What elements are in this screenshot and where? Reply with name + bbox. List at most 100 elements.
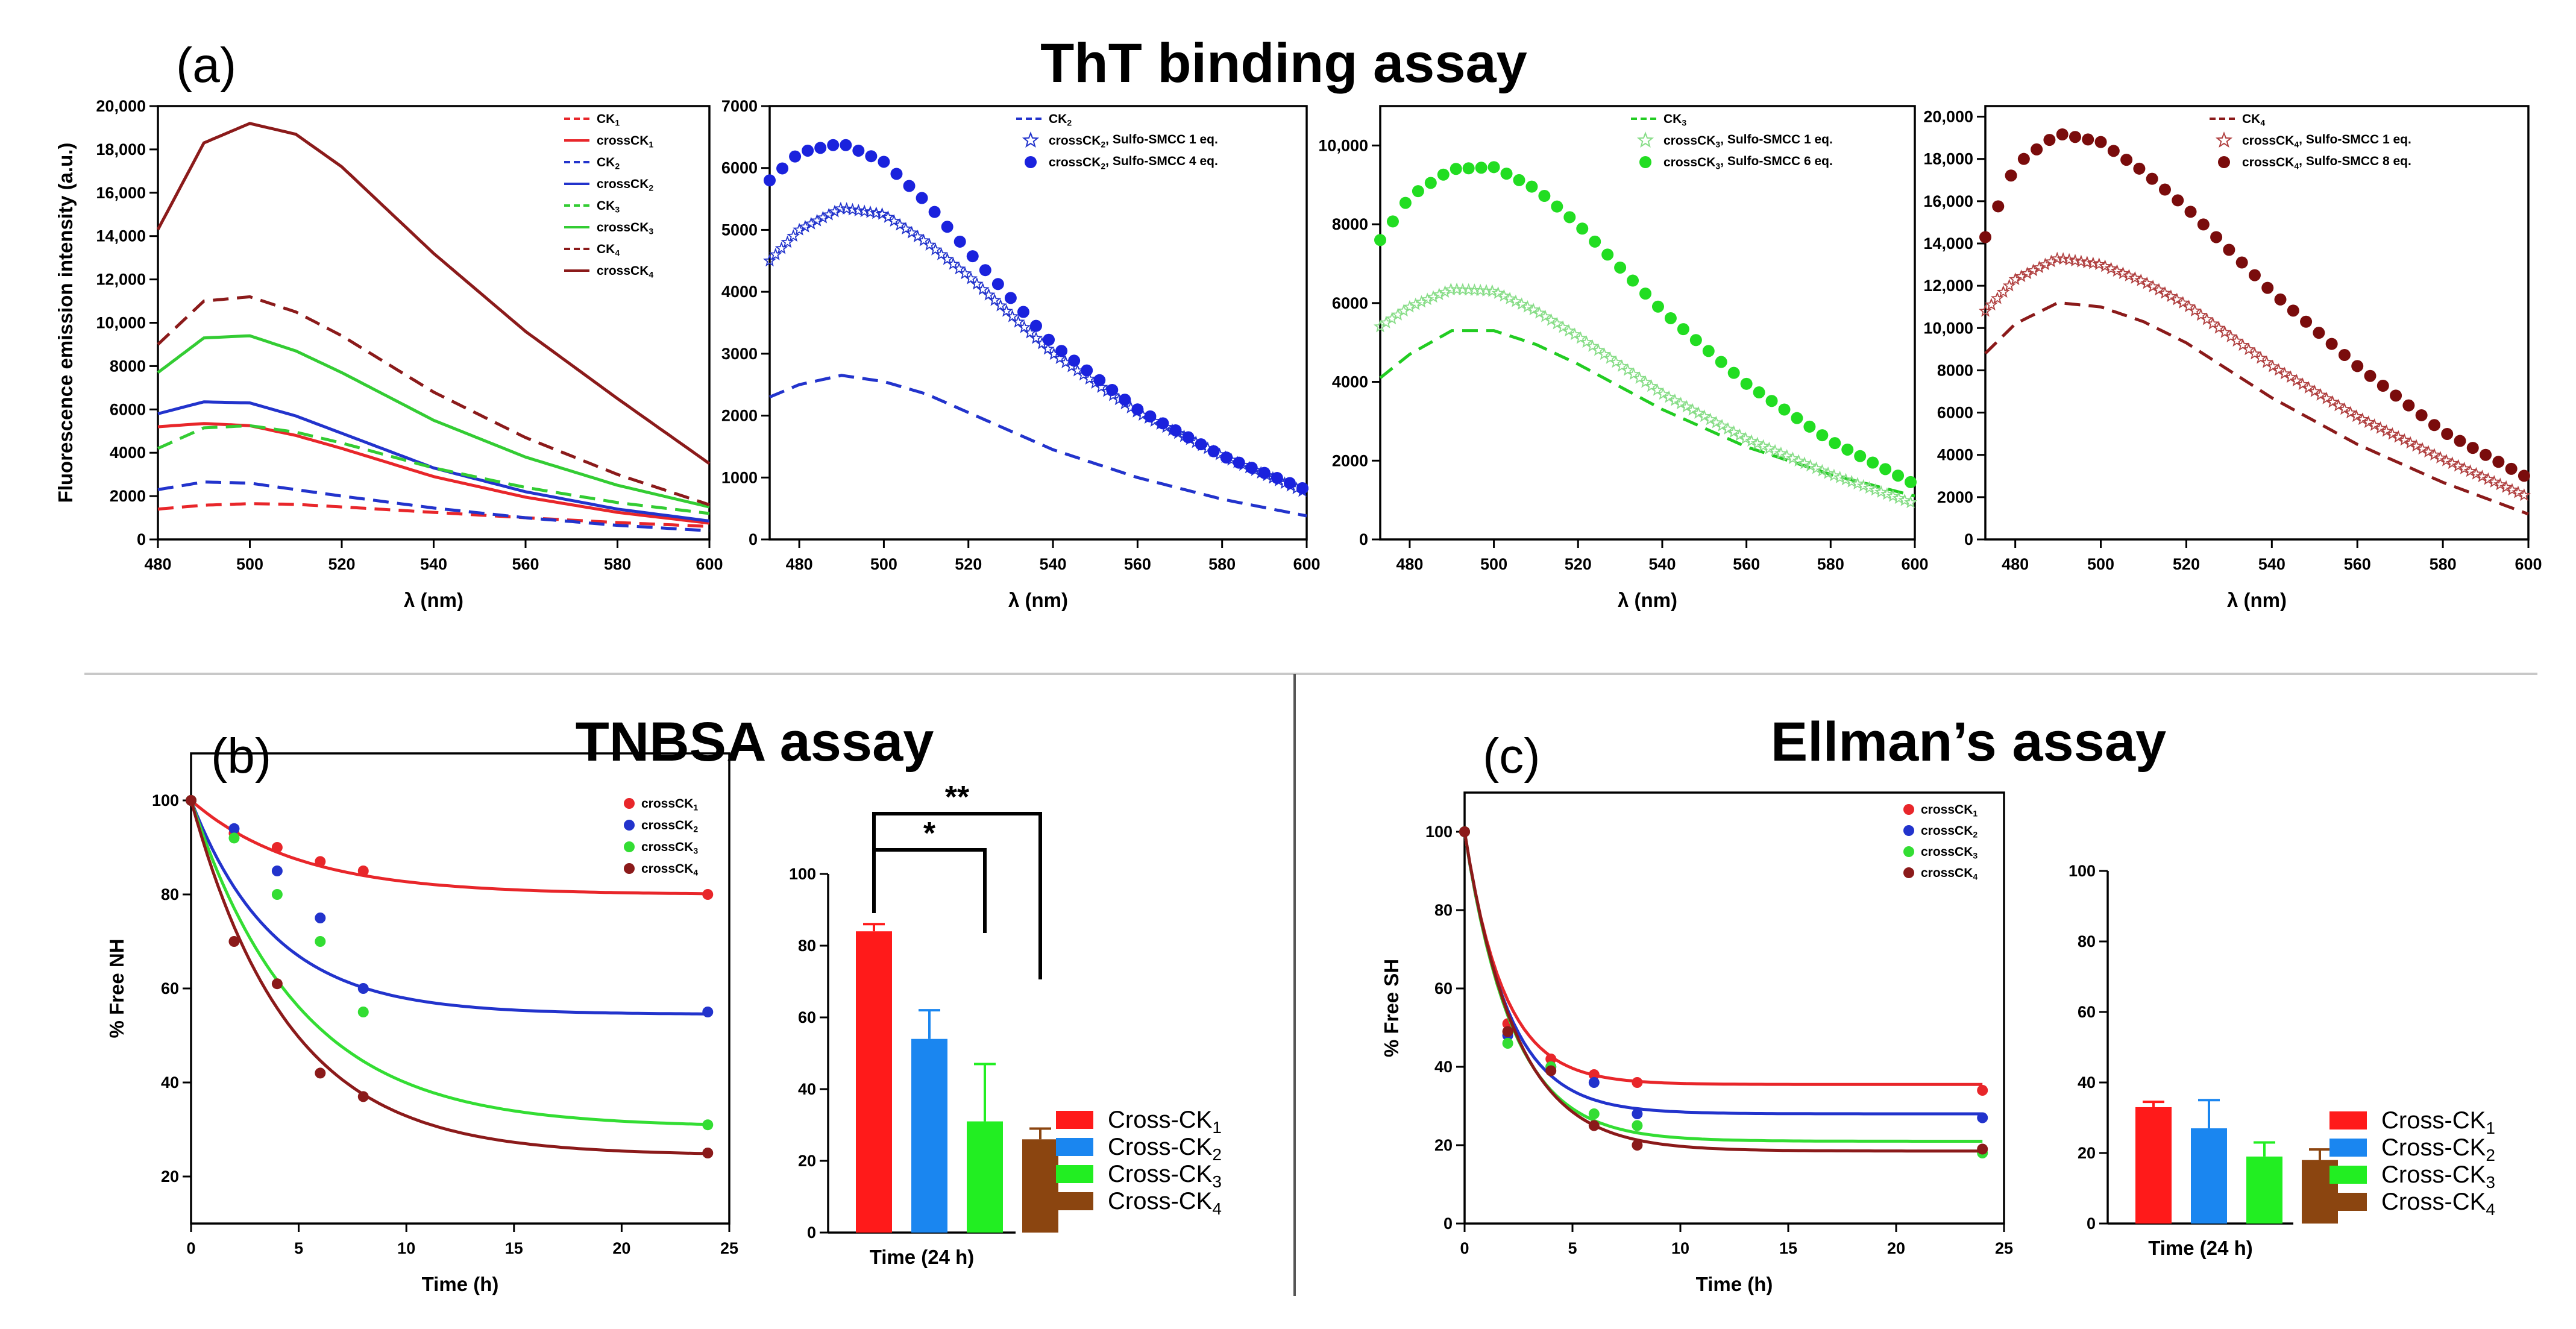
legend-label: crossCK1 [597, 134, 653, 149]
x-tick-label: 600 [2515, 555, 2542, 573]
data-point-star [852, 204, 865, 216]
chart-a3: 0 2000 4000 6000 8000 10,000 480 500 520 540 560 58… [1318, 105, 1929, 611]
x-axis-title: λ (nm) [1618, 589, 1677, 611]
x-tick-label: 10 [397, 1239, 415, 1257]
charts-layer: 0200040006000800010,00012,00014,00016,00… [54, 97, 2542, 1295]
data-point [1614, 261, 1627, 274]
data-point [953, 235, 966, 248]
data-point [2184, 206, 2197, 218]
data-point [2261, 281, 2274, 294]
x-tick-label: 540 [1040, 555, 1067, 573]
y-tick-label: 1000 [721, 468, 758, 486]
data-point-star [1011, 315, 1025, 328]
legend-swatch [1056, 1111, 1093, 1129]
data-point-star [1762, 441, 1776, 454]
data-point-star [958, 266, 972, 280]
y-tick-label: 6000 [721, 159, 758, 177]
data-point [1068, 354, 1081, 367]
data-point-star [1674, 397, 1688, 410]
panel-label-a: (a) [176, 38, 236, 93]
data-point-star [1892, 491, 1906, 504]
legend-label: CK4 [2242, 112, 2265, 127]
x-tick-label: 0 [1460, 1239, 1469, 1257]
data-point [2069, 131, 2081, 143]
data-point-star [2517, 488, 2531, 501]
data-point-star [952, 262, 966, 275]
data-point [271, 889, 283, 900]
data-point [966, 250, 979, 263]
data-point [2454, 435, 2466, 447]
data-point [1588, 1108, 1600, 1119]
y-tick-label: 12,000 [96, 271, 146, 289]
data-point-star [2445, 456, 2459, 469]
y-tick-label: 7000 [721, 97, 758, 115]
data-point [1462, 162, 1475, 175]
data-point [1424, 177, 1437, 189]
y-tick-label: 6000 [1332, 294, 1368, 312]
series-a2-0: CK2 [769, 112, 1307, 518]
data-point-star [2349, 409, 2363, 423]
legend-label: CK3 [1663, 112, 1686, 127]
data-point [1513, 174, 1525, 186]
data-point-star [1691, 406, 1706, 419]
data-point-star [787, 229, 800, 242]
data-point [1437, 168, 1450, 181]
data-point [315, 1067, 326, 1079]
data-point-star [1497, 289, 1511, 302]
data-point-star [940, 252, 954, 265]
legend-label: crossCK3 [597, 221, 653, 236]
data-point [1538, 190, 1551, 203]
data-point [2223, 243, 2235, 256]
data-point-star [970, 277, 984, 290]
data-point-star [1662, 390, 1676, 403]
data-point-star [1809, 461, 1823, 474]
data-point-star [2116, 266, 2130, 279]
data-point-star [768, 247, 782, 260]
x-tick-label: 600 [1293, 555, 1320, 573]
data-point [2107, 145, 2120, 157]
legend-swatch [1056, 1165, 1093, 1183]
significance-bracket [872, 812, 1042, 979]
x-tick-label: 500 [236, 555, 263, 573]
data-point-star [1898, 493, 1912, 506]
data-point-star [2451, 459, 2465, 472]
data-point [702, 1148, 714, 1158]
data-point [1664, 312, 1677, 324]
legend-label: crossCK1 [1921, 803, 1978, 818]
y-tick-label: 20 [161, 1167, 179, 1186]
data-point-star [1391, 307, 1405, 321]
data-point-star [988, 293, 1002, 306]
data-point-star [762, 254, 777, 267]
data-point-star [1868, 483, 1882, 496]
x-tick-label: 560 [1733, 555, 1760, 573]
chart-a1: 0 2000 4000 6000 8000 10,000 12,000 14,000 16,00… [54, 97, 723, 611]
y-tick-label: 0 [137, 530, 146, 548]
data-point-star [1556, 320, 1570, 333]
data-point [228, 832, 240, 844]
data-point-star [2128, 271, 2142, 284]
series-a4-1: crossCK4, Sulfo-SMCC 1 eq. [1978, 131, 2531, 501]
y-tick-label: 8000 [1937, 361, 1973, 379]
data-point [941, 221, 953, 233]
data-point-star [2104, 262, 2118, 275]
series-line [157, 480, 710, 533]
y-tick-label: 6000 [1937, 404, 1973, 422]
legend-swatch [1903, 804, 1914, 815]
plot-frame [1984, 105, 2530, 541]
series-a2-2: crossCK2, Sulfo-SMCC 4 eq. [764, 139, 1308, 495]
data-point-star [2272, 363, 2285, 376]
legend-swatch [624, 863, 635, 874]
data-point [1977, 1085, 1988, 1096]
y-tick-label: 80 [2078, 932, 2096, 950]
data-point [1977, 1112, 1988, 1123]
legend-swatch [1022, 131, 1040, 148]
section-title-tnbsa: TNBSA assay [576, 711, 934, 773]
legend-swatch [1056, 1192, 1093, 1210]
x-axis-title: Time (h) [1696, 1273, 1773, 1295]
data-point [1296, 482, 1308, 495]
data-point-star [2308, 384, 2322, 397]
data-point [2377, 380, 2389, 392]
fit-curve [189, 800, 708, 1155]
data-point-star [1756, 439, 1770, 452]
